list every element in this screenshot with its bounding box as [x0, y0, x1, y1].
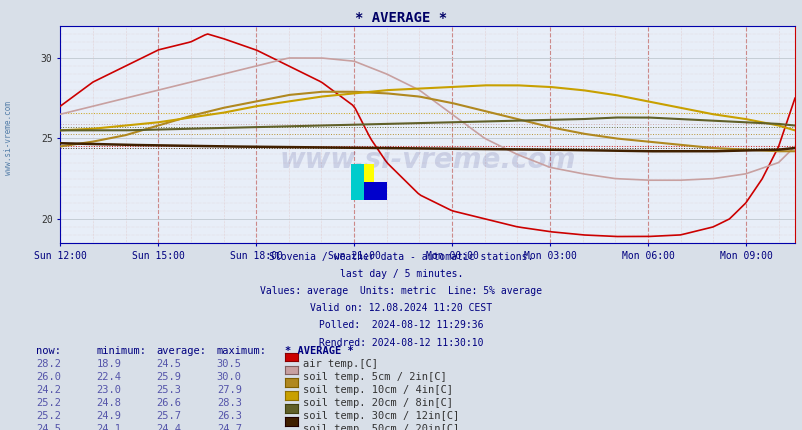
Text: 24.4: 24.4 [156, 424, 181, 430]
Text: 25.9: 25.9 [156, 372, 181, 382]
Text: Slovenia / weather data - automatic stations.: Slovenia / weather data - automatic stat… [269, 252, 533, 261]
Text: 24.2: 24.2 [36, 385, 61, 395]
Text: 24.5: 24.5 [36, 424, 61, 430]
Text: 24.7: 24.7 [217, 424, 241, 430]
Text: average:: average: [156, 346, 206, 356]
Text: 26.6: 26.6 [156, 398, 181, 408]
Text: maximum:: maximum: [217, 346, 266, 356]
Text: Values: average  Units: metric  Line: 5% average: Values: average Units: metric Line: 5% a… [260, 286, 542, 296]
Text: soil temp. 5cm / 2in[C]: soil temp. 5cm / 2in[C] [302, 372, 446, 382]
Text: 25.2: 25.2 [36, 411, 61, 421]
Text: soil temp. 50cm / 20in[C]: soil temp. 50cm / 20in[C] [302, 424, 459, 430]
Text: 25.3: 25.3 [156, 385, 181, 395]
Text: 24.9: 24.9 [96, 411, 121, 421]
Text: www.si-vreme.com: www.si-vreme.com [3, 101, 13, 175]
Text: soil temp. 20cm / 8in[C]: soil temp. 20cm / 8in[C] [302, 398, 452, 408]
Text: 30.5: 30.5 [217, 359, 241, 369]
Text: 24.5: 24.5 [156, 359, 181, 369]
Text: 27.9: 27.9 [217, 385, 241, 395]
Text: 24.8: 24.8 [96, 398, 121, 408]
Text: minimum:: minimum: [96, 346, 146, 356]
Text: Valid on: 12.08.2024 11:20 CEST: Valid on: 12.08.2024 11:20 CEST [310, 303, 492, 313]
Text: * AVERAGE *: * AVERAGE * [285, 346, 354, 356]
Bar [363, 164, 373, 200]
Text: 25.7: 25.7 [156, 411, 181, 421]
Text: Polled:  2024-08-12 11:29:36: Polled: 2024-08-12 11:29:36 [319, 320, 483, 330]
Text: 18.9: 18.9 [96, 359, 121, 369]
Text: 28.2: 28.2 [36, 359, 61, 369]
Text: 25.2: 25.2 [36, 398, 61, 408]
Text: soil temp. 10cm / 4in[C]: soil temp. 10cm / 4in[C] [302, 385, 452, 395]
Text: 22.4: 22.4 [96, 372, 121, 382]
Bar [363, 182, 387, 200]
Text: now:: now: [36, 346, 61, 356]
Text: 30.0: 30.0 [217, 372, 241, 382]
Text: 26.3: 26.3 [217, 411, 241, 421]
Text: * AVERAGE *: * AVERAGE * [355, 11, 447, 25]
Text: www.si-vreme.com: www.si-vreme.com [279, 147, 575, 175]
Text: air temp.[C]: air temp.[C] [302, 359, 377, 369]
Text: 28.3: 28.3 [217, 398, 241, 408]
Text: 26.0: 26.0 [36, 372, 61, 382]
Text: 24.1: 24.1 [96, 424, 121, 430]
Text: last day / 5 minutes.: last day / 5 minutes. [339, 269, 463, 279]
Bar [350, 164, 373, 200]
Text: soil temp. 30cm / 12in[C]: soil temp. 30cm / 12in[C] [302, 411, 459, 421]
Text: 23.0: 23.0 [96, 385, 121, 395]
Text: Rendred: 2024-08-12 11:30:10: Rendred: 2024-08-12 11:30:10 [319, 338, 483, 347]
